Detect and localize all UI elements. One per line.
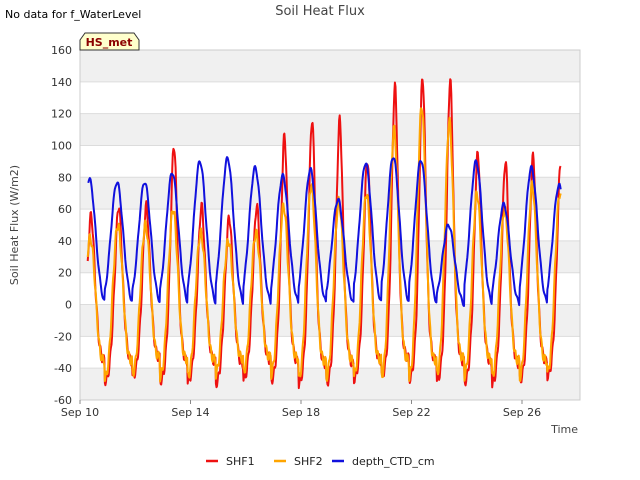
- legend-label-depth: depth_CTD_cm: [352, 455, 435, 468]
- y-tick-label: -20: [54, 330, 72, 343]
- no-data-notice: No data for f_WaterLevel: [5, 8, 141, 21]
- x-tick-labels: Sep 10 Sep 14 Sep 18 Sep 22 Sep 26: [61, 400, 541, 419]
- y-tick-label: 100: [51, 139, 72, 152]
- y-tick-label: 0: [65, 299, 72, 312]
- series-line-shf2: [86, 107, 562, 383]
- hs-met-badge: HS_met: [79, 32, 140, 51]
- band: [80, 304, 580, 337]
- y-tick-label: 140: [51, 76, 72, 89]
- x-tick-label: Sep 22: [392, 406, 430, 419]
- y-tick-label: 120: [51, 108, 72, 121]
- x-tick-label: Sep 14: [171, 406, 209, 419]
- series-line-depth-ctd-cm: [87, 156, 562, 307]
- y-tick-label: 20: [58, 267, 72, 280]
- y-tick-label: 40: [58, 235, 72, 248]
- y-tick-label: -60: [54, 394, 72, 407]
- badge-shape: [79, 32, 140, 51]
- series-group: [86, 78, 562, 390]
- plot-background-bands: [80, 50, 580, 400]
- chart-title: Soil Heat Flux: [275, 4, 365, 19]
- plot-frame: [79, 49, 581, 401]
- band: [80, 50, 580, 82]
- y-tick-labels: -60 -40 -20 0 20 40 60 80 100 120 140 160: [51, 44, 72, 407]
- legend-label-shf1: SHF1: [226, 455, 255, 468]
- x-tick-label: Sep 26: [503, 406, 541, 419]
- y-tick-label: 60: [58, 203, 72, 216]
- y-tick-label: -40: [54, 362, 72, 375]
- legend-label-shf2: SHF2: [294, 455, 323, 468]
- y-tick-label: 160: [51, 44, 72, 57]
- band: [80, 177, 580, 210]
- badge-label: HS_met: [86, 36, 133, 49]
- x-axis-label: Time: [550, 423, 578, 436]
- band: [80, 113, 580, 146]
- y-axis-label: Soil Heat Flux (W/m2): [8, 165, 21, 285]
- legend: SHF1 SHF2 depth_CTD_cm: [206, 455, 435, 468]
- x-tick-label: Sep 18: [282, 406, 320, 419]
- y-tick-label: 80: [58, 171, 72, 184]
- x-tick-label: Sep 10: [61, 406, 99, 419]
